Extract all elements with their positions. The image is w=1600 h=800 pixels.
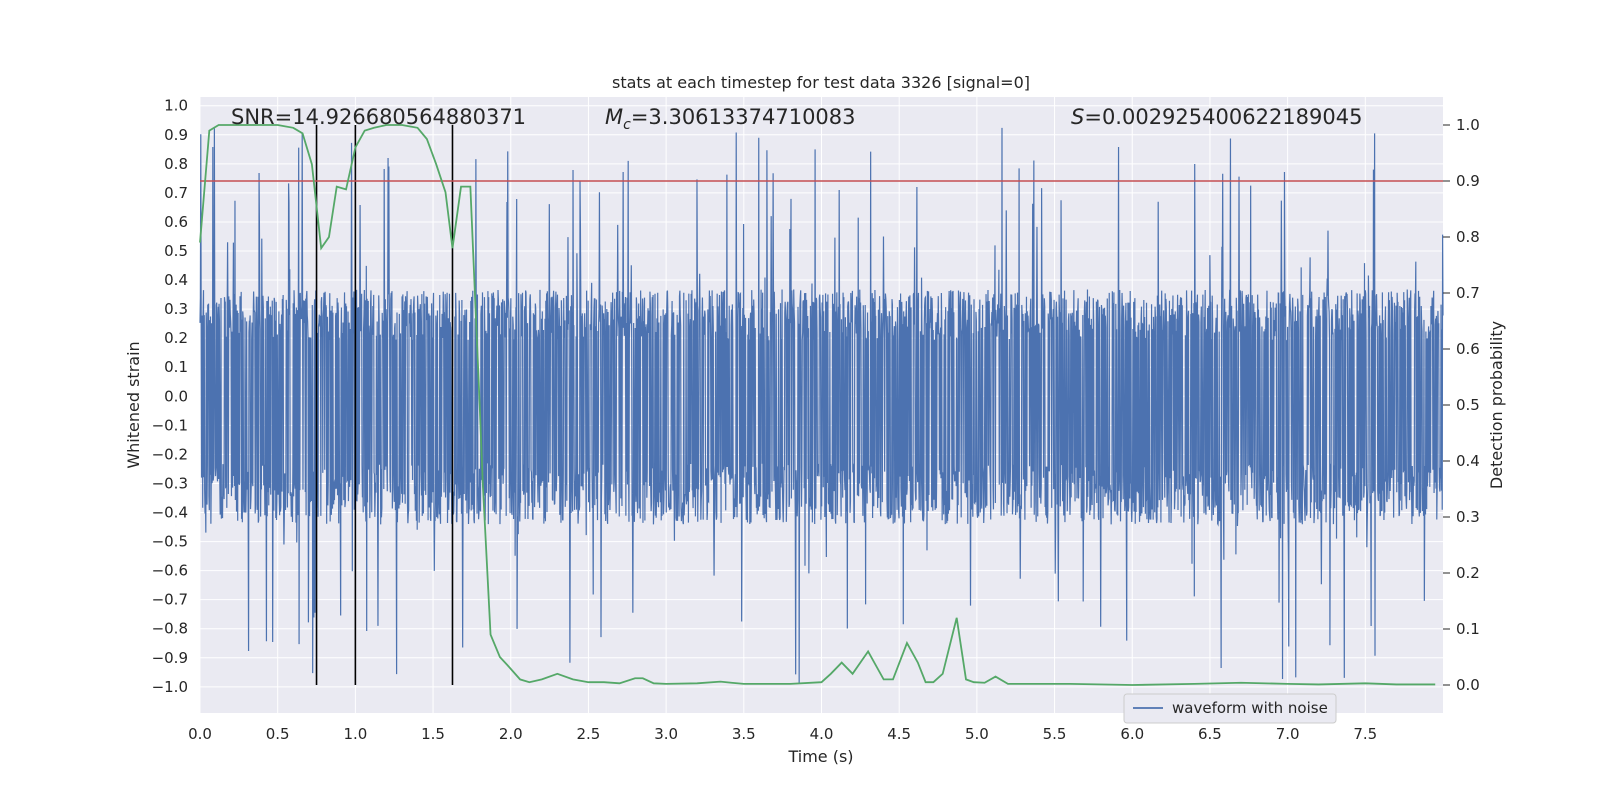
x-tick-label: 0.5 bbox=[266, 725, 290, 743]
x-axis-label: Time (s) bbox=[787, 747, 853, 766]
x-tick-label: 6.0 bbox=[1120, 725, 1144, 743]
legend: waveform with noise bbox=[1123, 693, 1337, 724]
legend-box bbox=[1123, 693, 1337, 724]
y-right-axis-label: Detection probability bbox=[1487, 321, 1506, 489]
s-value: =0.002925400622189045 bbox=[1084, 105, 1362, 129]
y-left-axis-label: Whitened strain bbox=[124, 341, 143, 468]
y-left-tick-label: 0.0 bbox=[164, 387, 188, 405]
x-tick-label: 4.0 bbox=[810, 725, 834, 743]
x-tick-label: 5.5 bbox=[1043, 725, 1067, 743]
x-tick-label: 2.0 bbox=[499, 725, 523, 743]
y-left-tick-label: 1.0 bbox=[164, 97, 188, 115]
waveform-series bbox=[199, 127, 1444, 684]
y-left-tick-label: −0.3 bbox=[152, 474, 188, 492]
y-right-tick-label: 0.4 bbox=[1456, 452, 1480, 470]
y-left-tick-label: 0.2 bbox=[164, 329, 188, 347]
x-tick-label: 3.5 bbox=[732, 725, 756, 743]
y-right-tick-label: 0.5 bbox=[1456, 396, 1480, 414]
y-right-tick-label: 0.1 bbox=[1456, 620, 1480, 638]
x-tick-label: 1.5 bbox=[421, 725, 445, 743]
y-right-tick-label: 0.6 bbox=[1456, 340, 1480, 358]
x-tick-label: 7.0 bbox=[1276, 725, 1300, 743]
y-right-tick-label: 0.2 bbox=[1456, 564, 1480, 582]
y-left-tick-labels: 1.0 0.9 0.8 0.7 0.6 0.5 0.4 0.3 0.2 0.1 0.0 −0.1 −0.… bbox=[152, 97, 188, 696]
y-left-tick-label: 0.3 bbox=[164, 300, 188, 318]
x-tick-label: 6.5 bbox=[1198, 725, 1222, 743]
y-right-tick-label: 1.0 bbox=[1456, 116, 1480, 134]
y-right-tick-label: 0.0 bbox=[1456, 676, 1480, 694]
x-tick-label: 0.0 bbox=[188, 725, 212, 743]
y-left-tick-label: −0.1 bbox=[152, 416, 188, 434]
snr-annotation: SNR=14.926680564880371 bbox=[231, 105, 526, 129]
x-tick-label: 3.0 bbox=[654, 725, 678, 743]
y-left-tick-label: −1.0 bbox=[152, 678, 188, 696]
y-right-tick-label: 0.3 bbox=[1456, 508, 1480, 526]
y-left-tick-label: 0.8 bbox=[164, 155, 188, 173]
x-tick-labels: 0.0 0.5 1.0 1.5 2.0 2.5 3.0 3.5 4.0 4.5 5.0 5.5 6.0 6… bbox=[188, 725, 1377, 743]
legend-label: waveform with noise bbox=[1172, 699, 1328, 717]
probability-line bbox=[199, 124, 1436, 686]
y-left-tick-label: −0.2 bbox=[152, 445, 188, 463]
y-right-tick-label: 0.7 bbox=[1456, 284, 1480, 302]
x-tick-label: 5.0 bbox=[965, 725, 989, 743]
s-annotation: S=0.002925400622189045 bbox=[1071, 105, 1362, 129]
y-right-tick-label: 0.8 bbox=[1456, 228, 1480, 246]
y-left-tick-label: −0.7 bbox=[152, 591, 188, 609]
y-left-tick-label: 0.9 bbox=[164, 126, 188, 144]
y-left-tick-label: 0.6 bbox=[164, 213, 188, 231]
y-left-tick-label: −0.5 bbox=[152, 533, 188, 551]
y-left-tick-label: −0.9 bbox=[152, 649, 188, 667]
chirp-mass-annotation: Mc=3.30613374710083 bbox=[605, 105, 856, 133]
s-symbol: S bbox=[1071, 105, 1084, 129]
chirp-mass-subscript: c bbox=[623, 117, 631, 133]
y-left-tick-label: 0.4 bbox=[164, 271, 188, 289]
y-left-tick-label: −0.6 bbox=[152, 562, 188, 580]
y-left-tick-label: −0.8 bbox=[152, 620, 188, 638]
x-tick-label: 1.0 bbox=[343, 725, 367, 743]
vertical-markers bbox=[315, 125, 454, 685]
x-tick-label: 2.5 bbox=[577, 725, 601, 743]
y-left-tick-label: 0.7 bbox=[164, 184, 188, 202]
y-left-tick-label: 0.1 bbox=[164, 358, 188, 376]
chart-title: stats at each timestep for test data 332… bbox=[612, 73, 1030, 92]
chirp-mass-value: =3.30613374710083 bbox=[631, 105, 856, 129]
y-left-tick-label: −0.4 bbox=[152, 504, 188, 522]
x-tick-label: 4.5 bbox=[887, 725, 911, 743]
probability-series bbox=[199, 124, 1436, 686]
y-right-tick-label: 0.9 bbox=[1456, 172, 1480, 190]
waveform-line bbox=[199, 127, 1444, 684]
y-left-tick-label: 0.5 bbox=[164, 242, 188, 260]
y-right-tick-labels: 1.0 0.9 0.8 0.7 0.6 0.5 0.4 0.3 0.2 0.1 0.0 bbox=[1443, 116, 1480, 694]
chirp-mass-symbol: M bbox=[605, 105, 623, 129]
x-tick-label: 7.5 bbox=[1353, 725, 1377, 743]
